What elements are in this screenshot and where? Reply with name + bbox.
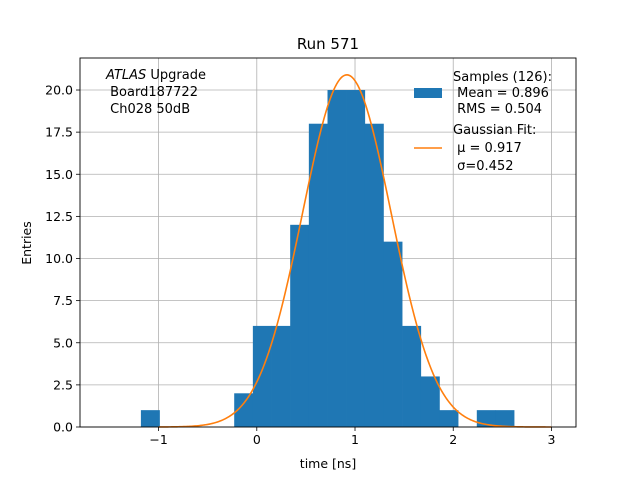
legend-samples-line-2: Mean = 0.896 [453, 86, 549, 101]
legend-fit-line-1: Gaussian Fit: [453, 123, 536, 138]
annotation-box: ATLAS Upgrade Board187722 Ch028 50dB [105, 68, 206, 117]
histogram-bar [327, 90, 347, 427]
histogram-bar [271, 325, 291, 427]
y-tick-label: 5.0 [53, 335, 73, 350]
histogram-bar [495, 410, 515, 427]
histogram-bars [140, 90, 515, 427]
annotation-line-1: ATLAS Upgrade [105, 68, 206, 83]
legend: Samples (126): Mean = 0.896 RMS = 0.504 … [414, 70, 552, 174]
axes-frame [79, 57, 577, 428]
x-tick-label: 2 [449, 432, 457, 447]
y-tick-label: 0.0 [53, 420, 73, 435]
x-tick-label: 1 [351, 432, 359, 447]
histogram-bar [290, 224, 310, 427]
legend-bar-swatch [414, 88, 442, 98]
x-tick-label: 3 [547, 432, 555, 447]
legend-fit-line-3: σ=0.452 [453, 159, 513, 174]
x-tick-label: −1 [149, 432, 167, 447]
histogram-bar [308, 123, 328, 427]
x-tick-label: 0 [253, 432, 261, 447]
y-tick-label: 12.5 [45, 209, 73, 224]
y-tick-label: 17.5 [45, 125, 73, 140]
chart-title: Run 571 [297, 35, 359, 53]
gaussian-fit-curve [158, 74, 552, 428]
annotation-upgrade: Upgrade [146, 68, 206, 83]
y-axis-label: Entries [19, 221, 34, 265]
legend-fit-line-2: μ = 0.917 [453, 141, 522, 156]
histogram-bar [439, 410, 459, 427]
y-tick-label: 7.5 [53, 293, 73, 308]
histogram-bar [420, 376, 440, 427]
y-tick-label: 2.5 [53, 377, 73, 392]
annotation-atlas: ATLAS [105, 68, 146, 83]
y-tick-label: 20.0 [45, 83, 73, 98]
y-tick-label: 15.0 [45, 167, 73, 182]
histogram-bar [402, 325, 422, 427]
annotation-line-3: Ch028 50dB [106, 102, 190, 117]
histogram-bar [234, 393, 254, 427]
histogram-bar [252, 325, 272, 427]
x-axis-label: time [ns] [300, 456, 356, 471]
histogram-bar [140, 410, 160, 427]
y-tick-label: 10.0 [45, 251, 73, 266]
histogram-bar [346, 90, 366, 427]
legend-samples-line-3: RMS = 0.504 [453, 102, 542, 117]
histogram-bar [383, 241, 403, 427]
annotation-line-2: Board187722 [106, 85, 198, 100]
axis-ticks: −1 0 1 2 3 0.0 2.5 5.0 7.5 10.0 12.5 15.0 17.5 20.0 [45, 83, 555, 447]
histogram-bar [364, 123, 384, 427]
legend-samples-line-1: Samples (126): [453, 70, 552, 85]
